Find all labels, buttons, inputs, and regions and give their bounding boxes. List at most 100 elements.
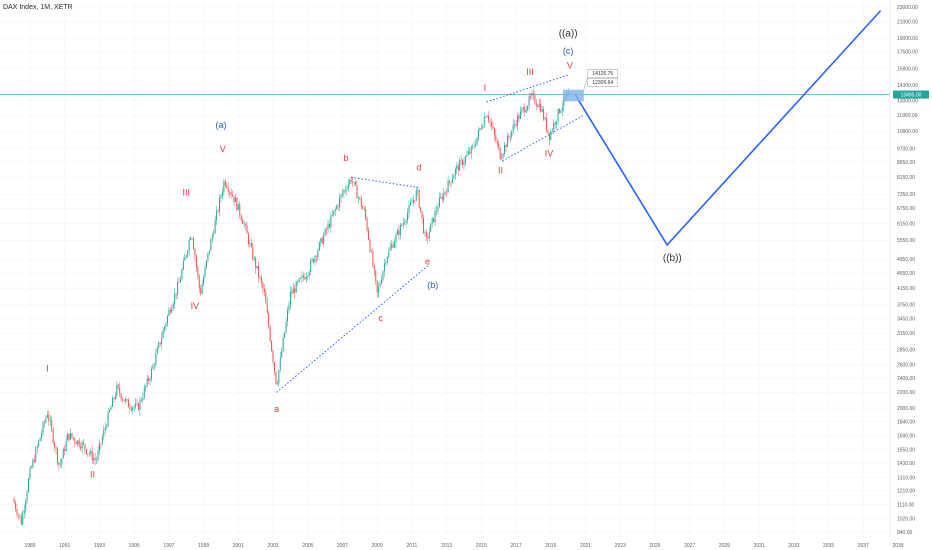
candle-body <box>16 509 18 515</box>
candle-body <box>408 204 410 213</box>
candle-body <box>449 180 451 183</box>
candle-body <box>188 239 190 251</box>
candle-body <box>26 492 28 501</box>
candle-body <box>422 217 424 233</box>
candle-body <box>383 263 385 272</box>
candle-body <box>88 453 90 454</box>
candle-body <box>182 260 184 270</box>
candle-body <box>111 398 113 407</box>
candle-body <box>524 107 526 113</box>
candle-body <box>454 168 456 176</box>
wave-label: ((a)) <box>559 29 578 40</box>
candle-body <box>496 141 498 144</box>
candle-body <box>346 189 348 191</box>
candle-body <box>441 196 443 200</box>
candle-body <box>444 191 446 193</box>
candle-body <box>156 347 158 354</box>
candle-body <box>96 459 98 461</box>
info-boxes: 14126.75 12305.64 <box>583 69 619 90</box>
candle-body <box>304 277 306 280</box>
candle-body <box>476 137 478 145</box>
candle-body <box>334 209 336 211</box>
candle-body <box>22 513 24 525</box>
candle-body <box>349 179 351 185</box>
candle-body <box>41 433 43 438</box>
candle-body <box>347 184 349 190</box>
candle-body <box>275 371 277 384</box>
candle-body <box>343 190 345 194</box>
candle-body <box>234 197 236 202</box>
candle-body <box>98 443 100 451</box>
wave-label: V <box>567 61 573 71</box>
candle-body <box>48 414 50 421</box>
current-price-tag <box>893 90 929 99</box>
y-tick-label: 19000.00 <box>897 36 918 42</box>
x-tick-label: 2015 <box>476 543 487 549</box>
candle-body <box>28 479 30 493</box>
candle-body <box>365 209 367 218</box>
y-tick-label: 8950.00 <box>897 160 915 166</box>
candle-body <box>362 206 364 209</box>
candle-body <box>553 122 555 131</box>
y-tick-label: 4950.00 <box>897 257 915 263</box>
candle-body <box>36 446 38 449</box>
candle-body <box>59 463 61 465</box>
candle-body <box>482 126 484 129</box>
candle-body <box>83 442 85 445</box>
candle-body <box>310 261 312 272</box>
x-tick-label: 1993 <box>94 543 105 549</box>
candle-body <box>255 258 257 269</box>
candle-body <box>94 458 96 461</box>
x-tick-label: 2001 <box>233 543 244 549</box>
candle-body <box>114 395 116 400</box>
candle-body <box>175 293 177 295</box>
x-tick-label: 2017 <box>511 543 522 549</box>
candle-body <box>314 256 316 263</box>
x-tick-label: 2033 <box>788 543 799 549</box>
candle-body <box>509 136 511 138</box>
candle-body <box>421 211 423 218</box>
candle-body <box>386 257 388 263</box>
candle-body <box>424 232 426 233</box>
candle-body <box>282 337 284 351</box>
candle-body <box>438 197 440 208</box>
candle-body <box>557 108 559 122</box>
y-tick-label: 2200.00 <box>897 390 915 396</box>
wave-label: III <box>182 187 190 197</box>
candle-body <box>341 193 343 195</box>
candle-body <box>336 205 338 210</box>
candle-body <box>317 250 319 258</box>
candle-body <box>81 442 83 449</box>
candle-body <box>172 303 174 309</box>
candle-body <box>227 188 229 192</box>
candle-body <box>475 144 477 147</box>
y-tick-label: 2000.00 <box>897 406 915 412</box>
candle-body <box>434 210 436 222</box>
candle-body <box>281 350 283 358</box>
candle-body <box>472 146 474 147</box>
y-axis[interactable]: 23000.00 21000.00 19000.00 17500.00 15800.00… <box>889 0 929 540</box>
y-tick-label: 21000.00 <box>897 20 918 26</box>
candle-body <box>214 219 216 234</box>
candle-body <box>561 106 563 111</box>
candle-body <box>369 239 371 252</box>
candle-body <box>368 230 370 240</box>
wave-label: b <box>343 153 348 163</box>
candle-body <box>20 516 22 525</box>
candle-body <box>164 326 166 331</box>
candle-body <box>489 120 491 123</box>
candle-body <box>407 212 409 221</box>
candle-body <box>194 249 196 257</box>
candle-body <box>219 198 221 212</box>
wave-label: V <box>220 144 226 154</box>
candle-body <box>381 279 383 284</box>
candle-body <box>109 410 111 412</box>
candle-body <box>19 515 21 517</box>
candle-body <box>443 192 445 200</box>
candle-body <box>389 247 391 251</box>
candle-body <box>159 342 161 344</box>
candle-body <box>56 448 58 463</box>
candle-body <box>370 251 372 253</box>
candle-body <box>404 222 406 224</box>
